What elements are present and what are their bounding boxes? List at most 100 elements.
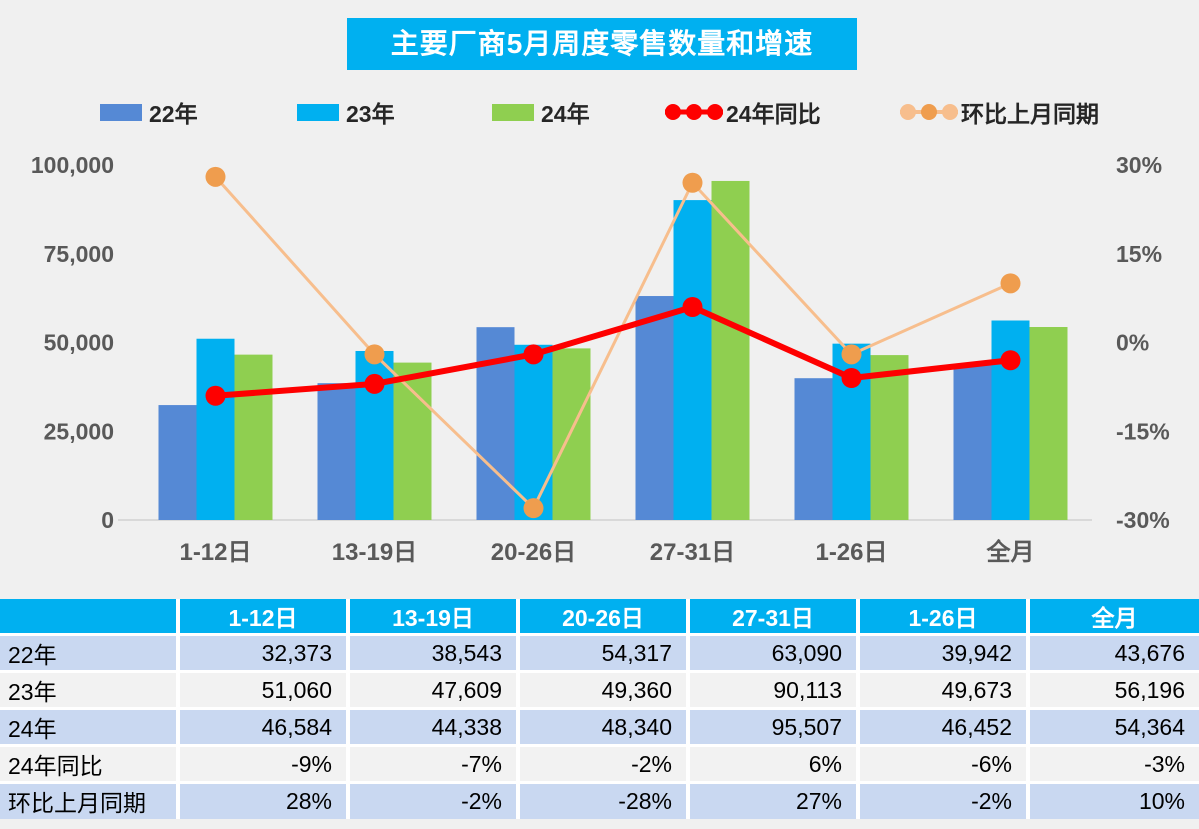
right-axis-tick-label: 30% <box>1116 152 1162 178</box>
table-cell: 44,338 <box>346 707 518 746</box>
legend-bar-swatch-icon <box>100 103 142 121</box>
table-cell: 95,507 <box>686 707 858 746</box>
table-cell: -7% <box>346 744 518 783</box>
table-cell: 46,584 <box>176 707 348 746</box>
table-row-label: 环比上月同期 <box>0 781 178 819</box>
table-cell: -28% <box>516 781 688 819</box>
table-row-label: 23年 <box>0 670 178 709</box>
table-row-label: 22年 <box>0 633 178 672</box>
bar-22年-全月 <box>953 364 992 520</box>
line-24年同比 <box>215 304 1011 399</box>
left-axis-tick-label: 75,000 <box>44 241 114 267</box>
legend-bar-swatch-icon <box>492 103 534 121</box>
legend-label: 23年 <box>346 101 395 127</box>
x-axis-label: 1-26日 <box>815 539 887 566</box>
bar-24年-全月 <box>1029 327 1068 520</box>
table-body: 22年 32,373 38,543 54,317 63,090 39,942 43,676 2… <box>0 633 1199 819</box>
right-axis-tick-label: 0% <box>1116 330 1149 356</box>
table-cell: 47,609 <box>346 670 518 709</box>
table-cell: -9% <box>176 744 348 783</box>
right-axis-tick-label: -30% <box>1116 507 1170 533</box>
marker-环比上月同期-13-19日 <box>364 344 385 365</box>
marker-环比上月同期-1-12日 <box>205 166 226 187</box>
table-cell: 54,317 <box>516 633 688 672</box>
marker-24年同比-1-12日 <box>205 385 226 406</box>
table-header-cell: 全月 <box>1026 599 1199 635</box>
table-header-row: 1-12日 13-19日 20-26日 27-31日 1-26日 全月 <box>0 599 1199 635</box>
bar-22年-13-19日 <box>317 383 356 520</box>
x-axis-label: 27-31日 <box>650 539 735 566</box>
x-axis-label: 13-19日 <box>332 539 417 566</box>
line-环比上月同期 <box>214 175 1012 510</box>
table-row: 环比上月同期 28% -2% -28% 27% -2% 10% <box>0 781 1199 819</box>
legend-item-2: 24年 <box>492 96 590 128</box>
chart-legend: 22年 23年 24年 24年同比 环比上月同期 <box>0 96 1199 128</box>
x-axis-label: 20-26日 <box>491 539 576 566</box>
table-cell: 56,196 <box>1026 670 1199 709</box>
table-cell: 10% <box>1026 781 1199 819</box>
bar-23年-27-31日 <box>673 200 712 520</box>
left-axis-tick-label: 0 <box>101 507 114 533</box>
table-row: 23年 51,060 47,609 49,360 90,113 49,673 56,196 <box>0 670 1199 709</box>
table-header-cell: 20-26日 <box>516 599 688 635</box>
table-cell: 49,673 <box>856 670 1028 709</box>
table-cell: 63,090 <box>686 633 858 672</box>
table-header-cell: 1-12日 <box>176 599 348 635</box>
marker-环比上月同期-全月 <box>1000 273 1021 294</box>
table-header-cell: 1-26日 <box>856 599 1028 635</box>
chart-svg: 0 25,000 50,000 75,000 100,000 -30% -15% 0% 15% 3… <box>31 152 1170 566</box>
table-cell: 48,340 <box>516 707 688 746</box>
table-cell: -2% <box>856 781 1028 819</box>
x-axis-label: 全月 <box>986 538 1035 566</box>
page-title: 主要厂商5月周度零售数量和增速 <box>347 18 857 70</box>
table-cell: 54,364 <box>1026 707 1199 746</box>
table-row: 24年同比 -9% -7% -2% 6% -6% -3% <box>0 744 1199 783</box>
table-cell: 39,942 <box>856 633 1028 672</box>
table-cell: 46,452 <box>856 707 1028 746</box>
table-header-cell: 13-19日 <box>346 599 518 635</box>
left-axis-tick-label: 25,000 <box>44 418 114 444</box>
table-row: 24年 46,584 44,338 48,340 95,507 46,452 54,364 <box>0 707 1199 746</box>
table-cell: -3% <box>1026 744 1199 783</box>
right-axis-tick-label: -15% <box>1116 418 1170 444</box>
marker-环比上月同期-1-26日 <box>841 344 862 365</box>
marker-24年同比-1-26日 <box>841 368 862 388</box>
table-cell: 32,373 <box>176 633 348 672</box>
bar-22年-1-26日 <box>794 378 833 520</box>
bar-24年-1-26日 <box>870 355 909 520</box>
legend-line-marker-icon <box>900 102 958 122</box>
legend-label: 24年同比 <box>726 101 821 127</box>
marker-24年同比-27-31日 <box>682 297 703 317</box>
table-corner-cell <box>0 599 178 635</box>
bar-23年-1-12日 <box>196 338 235 520</box>
table-cell: -2% <box>516 744 688 783</box>
legend-item-3: 24年同比 <box>665 96 821 128</box>
marker-环比上月同期-27-31日 <box>682 172 703 193</box>
bar-24年-1-12日 <box>234 354 273 520</box>
table-row-label: 24年 <box>0 707 178 746</box>
marker-24年同比-20-26日 <box>523 344 544 365</box>
marker-24年同比-全月 <box>1000 350 1021 371</box>
table-cell: 90,113 <box>686 670 858 709</box>
bar-23年-20-26日 <box>514 344 553 520</box>
table-cell: 43,676 <box>1026 633 1199 672</box>
legend-label: 24年 <box>541 101 590 127</box>
left-axis-tick-label: 100,000 <box>31 152 114 178</box>
legend-line-marker-icon <box>665 102 723 122</box>
legend-item-0: 22年 <box>100 96 198 128</box>
table-header-cell: 27-31日 <box>686 599 858 635</box>
table-row-label: 24年同比 <box>0 744 178 783</box>
data-table: 1-12日 13-19日 20-26日 27-31日 1-26日 全月 22年 32,373… <box>0 599 1199 819</box>
table-cell: -6% <box>856 744 1028 783</box>
bar-22年-1-12日 <box>158 405 197 520</box>
legend-bar-swatch-icon <box>297 103 339 121</box>
right-axis-tick-label: 15% <box>1116 241 1162 267</box>
bar-24年-27-31日 <box>711 180 750 521</box>
table-cell: 49,360 <box>516 670 688 709</box>
table-cell: 38,543 <box>346 633 518 672</box>
table-cell: 6% <box>686 744 858 783</box>
legend-item-1: 23年 <box>297 96 395 128</box>
bar-24年-13-19日 <box>393 362 432 520</box>
legend-label: 环比上月同期 <box>961 101 1099 127</box>
bar-22年-27-31日 <box>635 296 674 520</box>
